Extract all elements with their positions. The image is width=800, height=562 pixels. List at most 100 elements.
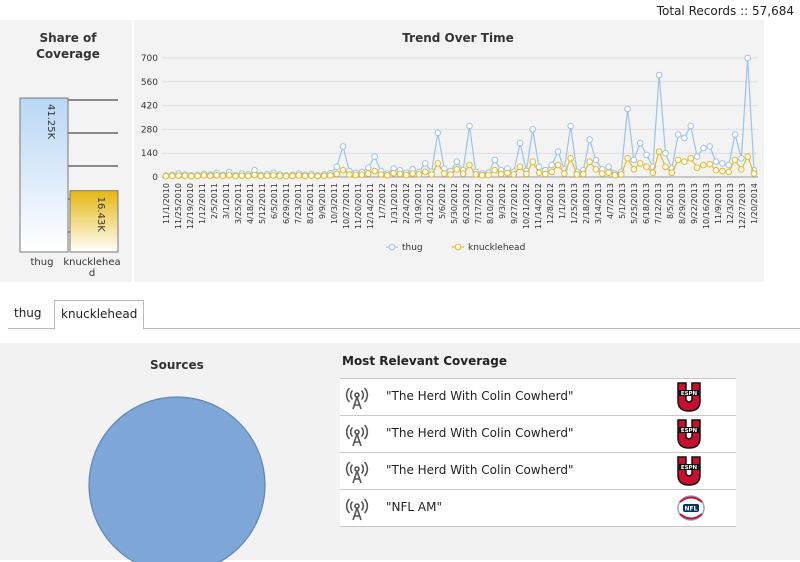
data-point-knucklehead[interactable] [719, 167, 726, 175]
data-point-knucklehead[interactable] [485, 171, 492, 179]
legend-label-thug[interactable]: thug [402, 243, 423, 253]
data-point-knucklehead[interactable] [377, 171, 385, 178]
data-point-knucklehead[interactable] [409, 170, 416, 177]
data-point-knucklehead[interactable] [428, 171, 435, 178]
data-point-thug[interactable] [712, 158, 720, 165]
data-point-thug[interactable] [567, 122, 574, 130]
data-point-knucklehead[interactable] [744, 153, 751, 160]
data-point-knucklehead[interactable] [162, 172, 170, 180]
data-point-knucklehead[interactable] [383, 172, 391, 179]
data-point-thug[interactable] [421, 160, 429, 167]
tab-thug[interactable]: thug [14, 306, 42, 320]
data-point-knucklehead[interactable] [561, 170, 568, 177]
sources-pie-slice[interactable] [88, 396, 266, 562]
data-point-knucklehead[interactable] [365, 170, 372, 177]
data-point-knucklehead[interactable] [617, 171, 625, 178]
data-point-knucklehead[interactable] [731, 156, 739, 164]
data-point-knucklehead[interactable] [548, 168, 555, 176]
data-point-thug[interactable] [636, 139, 644, 147]
data-point-thug[interactable] [434, 129, 442, 137]
data-point-knucklehead[interactable] [725, 168, 733, 176]
data-point-thug[interactable] [744, 54, 751, 62]
data-point-knucklehead[interactable] [700, 161, 707, 169]
data-point-knucklehead[interactable] [750, 170, 758, 177]
data-point-knucklehead[interactable] [219, 172, 227, 180]
data-point-thug[interactable] [681, 134, 688, 142]
data-point-knucklehead[interactable] [738, 166, 745, 173]
data-point-knucklehead[interactable] [674, 156, 682, 164]
data-point-thug[interactable] [630, 156, 638, 164]
data-point-knucklehead[interactable] [630, 166, 638, 173]
data-point-thug[interactable] [738, 155, 745, 162]
data-point-knucklehead[interactable] [649, 169, 657, 177]
data-point-knucklehead[interactable] [662, 163, 669, 171]
data-point-knucklehead[interactable] [668, 169, 676, 177]
data-point-knucklehead[interactable] [579, 170, 587, 178]
data-point-knucklehead[interactable] [453, 166, 461, 173]
data-point-knucklehead[interactable] [396, 170, 404, 178]
data-point-thug[interactable] [643, 151, 650, 159]
data-point-thug[interactable] [674, 131, 682, 138]
data-point-knucklehead[interactable] [605, 169, 612, 177]
data-point-knucklehead[interactable] [371, 167, 378, 175]
data-point-knucklehead[interactable] [592, 166, 600, 173]
data-point-knucklehead[interactable] [232, 172, 239, 180]
data-point-knucklehead[interactable] [466, 161, 473, 169]
data-point-knucklehead[interactable] [523, 170, 530, 178]
data-point-knucklehead[interactable] [225, 172, 233, 179]
data-point-knucklehead[interactable] [358, 171, 366, 178]
data-point-knucklehead[interactable] [346, 171, 353, 178]
data-point-knucklehead[interactable] [693, 164, 701, 171]
data-point-knucklehead[interactable] [270, 172, 277, 179]
data-point-knucklehead[interactable] [244, 172, 252, 180]
tab-knucklehead[interactable]: knucklehead [54, 300, 145, 330]
data-point-thug[interactable] [706, 143, 714, 150]
data-point-knucklehead[interactable] [333, 170, 341, 178]
data-point-knucklehead[interactable] [712, 166, 720, 174]
share-bar-thug[interactable] [19, 97, 69, 253]
data-point-knucklehead[interactable] [529, 158, 537, 165]
data-point-knucklehead[interactable] [289, 172, 296, 180]
data-point-knucklehead[interactable] [440, 170, 448, 177]
data-point-knucklehead[interactable] [447, 171, 454, 178]
data-point-thug[interactable] [453, 158, 461, 165]
data-point-knucklehead[interactable] [504, 169, 511, 177]
data-point-thug[interactable] [731, 131, 739, 138]
data-point-thug[interactable] [466, 122, 473, 130]
data-point-knucklehead[interactable] [421, 168, 429, 176]
data-point-knucklehead[interactable] [181, 172, 189, 180]
data-point-knucklehead[interactable] [301, 172, 309, 180]
data-point-knucklehead[interactable] [655, 148, 663, 155]
data-point-knucklehead[interactable] [308, 172, 315, 179]
data-point-thug[interactable] [605, 163, 612, 171]
data-point-thug[interactable] [700, 144, 707, 152]
data-point-knucklehead[interactable] [276, 172, 284, 180]
data-point-knucklehead[interactable] [554, 161, 562, 169]
data-point-knucklehead[interactable] [491, 166, 499, 174]
share-bar-knucklehead[interactable] [69, 190, 119, 253]
data-point-knucklehead[interactable] [320, 172, 328, 180]
data-point-knucklehead[interactable] [573, 171, 581, 178]
data-point-knucklehead[interactable] [415, 171, 423, 178]
data-point-knucklehead[interactable] [314, 172, 322, 180]
data-point-knucklehead[interactable] [535, 169, 543, 177]
data-point-thug[interactable] [548, 161, 555, 169]
data-point-knucklehead[interactable] [687, 155, 695, 162]
data-point-knucklehead[interactable] [681, 158, 688, 165]
data-point-knucklehead[interactable] [567, 155, 574, 162]
data-point-knucklehead[interactable] [510, 171, 518, 178]
data-point-knucklehead[interactable] [339, 166, 347, 174]
data-point-knucklehead[interactable] [611, 172, 619, 179]
data-point-thug[interactable] [725, 161, 733, 169]
data-point-knucklehead[interactable] [238, 172, 246, 179]
data-point-thug[interactable] [491, 156, 499, 164]
data-point-knucklehead[interactable] [206, 172, 214, 180]
data-point-knucklehead[interactable] [636, 160, 644, 167]
data-point-knucklehead[interactable] [478, 172, 486, 179]
data-point-knucklehead[interactable] [390, 169, 397, 177]
data-point-knucklehead[interactable] [497, 170, 505, 178]
data-point-thug[interactable] [586, 136, 593, 143]
data-point-thug[interactable] [371, 153, 378, 160]
data-point-knucklehead[interactable] [624, 155, 631, 162]
data-point-knucklehead[interactable] [586, 158, 593, 165]
